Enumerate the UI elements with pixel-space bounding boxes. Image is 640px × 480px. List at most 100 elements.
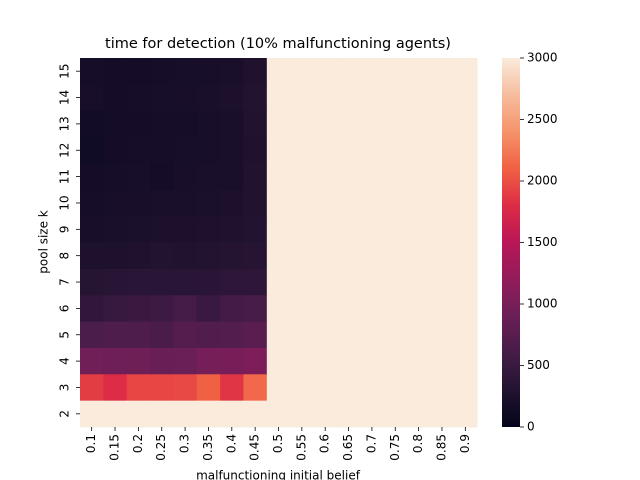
heatmap-cell — [266, 58, 291, 85]
heatmap-cell — [313, 347, 338, 375]
heatmap-cell — [126, 216, 151, 243]
heatmap-cell — [290, 84, 315, 112]
heatmap-cell — [360, 163, 385, 191]
x-tick-label: 0.6 — [318, 434, 332, 453]
heatmap-cell — [336, 374, 361, 402]
heatmap-cell — [150, 268, 174, 296]
heatmap-cell — [336, 216, 361, 243]
heatmap-cell — [313, 321, 338, 349]
heatmap-cell — [126, 268, 151, 296]
x-tick-label: 0.45 — [248, 434, 262, 461]
heatmap-cell — [313, 400, 338, 428]
heatmap-cell — [430, 295, 455, 323]
colorbar — [502, 58, 520, 427]
heatmap-cell — [150, 242, 174, 270]
heatmap-cell — [360, 321, 385, 349]
heatmap-cell — [383, 163, 408, 191]
heatmap-cell — [266, 268, 291, 296]
heatmap-cell — [360, 84, 385, 112]
heatmap-cell — [220, 137, 244, 164]
heatmap-cell — [173, 163, 198, 191]
heatmap-cell — [453, 321, 478, 349]
heatmap-cell — [196, 347, 221, 375]
heatmap-cell — [150, 321, 174, 349]
heatmap-cell — [290, 58, 315, 85]
heatmap-cell — [126, 110, 151, 138]
heatmap-cell — [173, 110, 198, 138]
y-tick-label: 14 — [58, 90, 72, 105]
heatmap-cell — [313, 110, 338, 138]
heatmap-cell — [220, 84, 244, 112]
heatmap-cell — [173, 347, 198, 375]
heatmap-cell — [196, 163, 221, 191]
heatmap-cell — [290, 163, 315, 191]
heatmap-cell — [243, 163, 268, 191]
heatmap-cell — [313, 189, 338, 217]
heatmap-cell — [150, 189, 174, 217]
heatmap-cell — [150, 58, 174, 85]
heatmap-cell — [453, 347, 478, 375]
heatmap-cell — [150, 137, 174, 164]
heatmap-cell — [336, 84, 361, 112]
heatmap-cell — [80, 295, 104, 323]
y-tick-label: 13 — [58, 116, 72, 131]
colorbar-tick-label: 500 — [527, 358, 550, 372]
heatmap-cell — [266, 374, 291, 402]
heatmap-cell — [266, 137, 291, 164]
heatmap-cell — [103, 84, 128, 112]
heatmap-cell — [266, 216, 291, 243]
heatmap-cell — [453, 242, 478, 270]
heatmap-cell — [406, 347, 431, 375]
heatmap-cell — [266, 84, 291, 112]
y-tick-label: 9 — [58, 226, 72, 234]
heatmap-cell — [453, 268, 478, 296]
x-tick-label: 0.65 — [341, 434, 355, 461]
heatmap-cell — [360, 374, 385, 402]
heatmap-cell — [80, 347, 104, 375]
heatmap-cell — [430, 163, 455, 191]
heatmap-cell — [453, 189, 478, 217]
y-tick-label: 8 — [58, 252, 72, 260]
heatmap-cell — [360, 347, 385, 375]
heatmap-cell — [406, 268, 431, 296]
y-tick-label: 7 — [58, 278, 72, 286]
heatmap-cell — [383, 216, 408, 243]
x-tick-label: 0.9 — [458, 434, 472, 453]
heatmap-cell — [313, 268, 338, 296]
heatmap-cell — [313, 58, 338, 85]
heatmap-cell — [406, 295, 431, 323]
heatmap-cell — [290, 400, 315, 428]
heatmap-cell — [430, 58, 455, 85]
heatmap-cell — [406, 242, 431, 270]
heatmap-cell — [103, 110, 128, 138]
heatmap-cell — [453, 216, 478, 243]
heatmap-cell — [360, 137, 385, 164]
heatmap-cell — [430, 137, 455, 164]
heatmap-cell — [220, 347, 244, 375]
heatmap-cell — [173, 58, 198, 85]
heatmap-cell — [126, 163, 151, 191]
heatmap-cell — [266, 347, 291, 375]
heatmap-cell — [453, 58, 478, 85]
heatmap-cell — [266, 163, 291, 191]
heatmap-cell — [243, 216, 268, 243]
heatmap-cell — [406, 374, 431, 402]
heatmap-cell — [336, 189, 361, 217]
heatmap-cell — [80, 216, 104, 243]
heatmap-cell — [80, 58, 104, 85]
heatmap-cell — [150, 347, 174, 375]
heatmap-cell — [220, 374, 244, 402]
heatmap-cell — [430, 400, 455, 428]
heatmap-cell — [196, 137, 221, 164]
heatmap-cell — [243, 321, 268, 349]
heatmap-cell — [406, 58, 431, 85]
heatmap-cell — [173, 295, 198, 323]
heatmap-cell — [360, 268, 385, 296]
heatmap-cell — [290, 137, 315, 164]
heatmap-cell — [360, 58, 385, 85]
heatmap-cell — [383, 137, 408, 164]
heatmap-cell — [126, 189, 151, 217]
heatmap-cell — [126, 242, 151, 270]
heatmap-cell — [80, 84, 104, 112]
